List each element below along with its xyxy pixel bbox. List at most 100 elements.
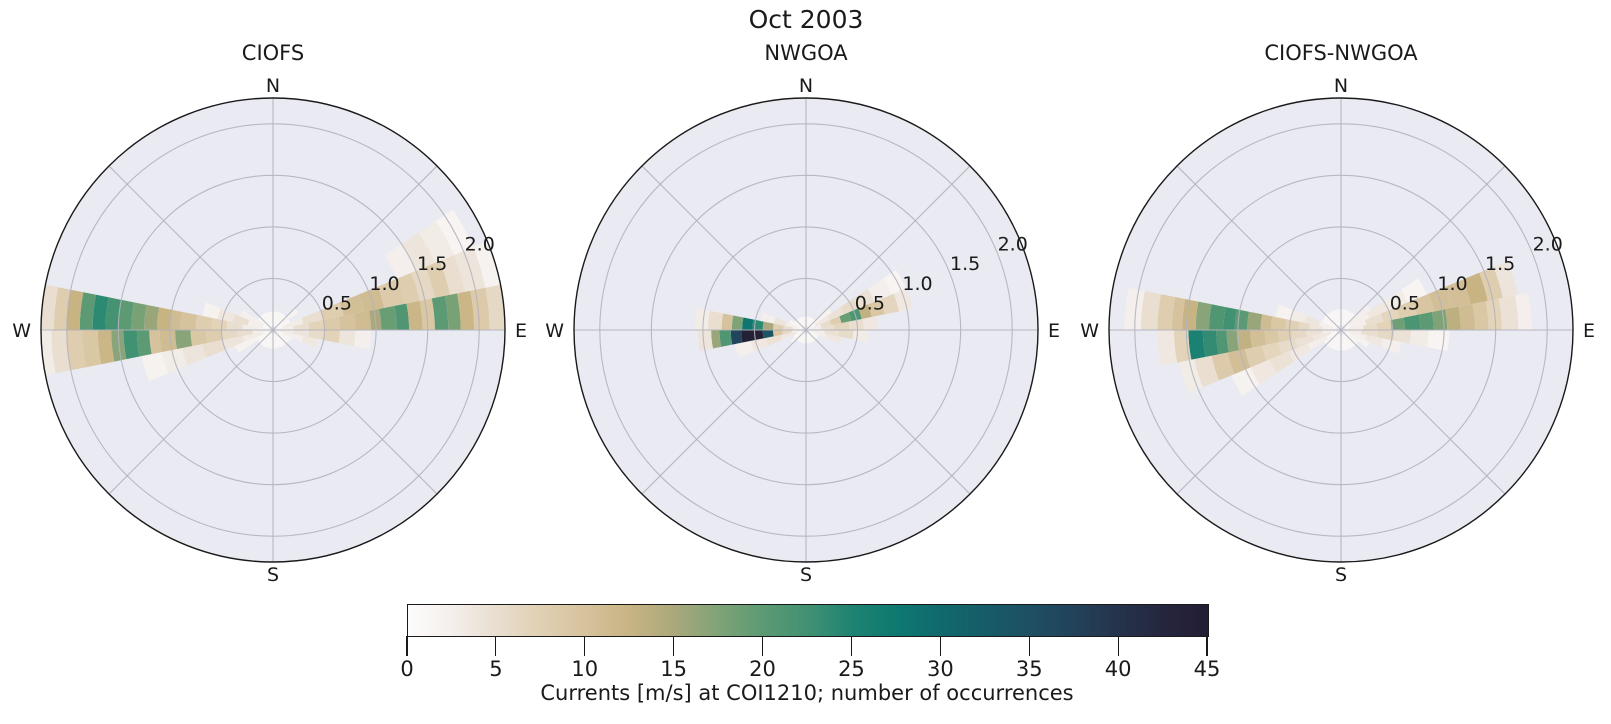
rose-segment: [211, 317, 228, 330]
rose-segment: [282, 318, 304, 328]
rose-segment: [411, 266, 435, 301]
colorbar-tick-label: 40: [1104, 657, 1132, 681]
halo-bin: [273, 334, 277, 349]
rose-segment: [51, 330, 71, 374]
rose-segment: [277, 331, 293, 342]
polar-grid-spoke: [1176, 329, 1342, 495]
halo-bin: [803, 334, 806, 344]
rose-segment: [1231, 367, 1260, 396]
rose-segment: [1211, 352, 1235, 381]
rose-segment: [1295, 335, 1315, 348]
compass-label-w: W: [1081, 320, 1099, 342]
compass-label-s: S: [800, 564, 812, 586]
rose-segment: [1226, 330, 1239, 353]
rose-segment: [257, 326, 268, 330]
rose-segment: [242, 323, 258, 330]
colorbar-tick: [673, 636, 675, 656]
halo-bin: [273, 333, 281, 349]
rose-segment: [485, 284, 505, 330]
rose-segment: [149, 330, 162, 355]
halo-bin: [1343, 333, 1356, 348]
rose-segment: [1309, 323, 1323, 330]
rose-segment: [226, 320, 243, 330]
rose-segment: [829, 316, 842, 325]
rose-segment: [867, 299, 885, 317]
rose-segment: [236, 330, 253, 338]
rose-segment: [232, 314, 250, 325]
rose-segment: [1514, 292, 1532, 330]
rose-segment: [1458, 303, 1476, 330]
halo-bin: [1333, 334, 1340, 351]
rose-segment: [1179, 359, 1203, 394]
rose-segment: [1202, 330, 1219, 357]
rose-segment: [221, 330, 238, 341]
rose-segment: [848, 318, 864, 330]
rose-segment: [278, 330, 294, 335]
radial-tick-label: 0.5: [1390, 293, 1420, 315]
rose-segment: [1216, 330, 1229, 355]
halo-bin: [262, 333, 272, 348]
rose-segment: [301, 310, 324, 324]
halo-bin: [794, 320, 804, 328]
rose-segment: [396, 272, 420, 304]
halo-bin: [1329, 334, 1340, 350]
rose-segment: [180, 311, 198, 330]
rose-segment: [782, 330, 792, 335]
rose-segment: [1432, 309, 1448, 330]
rose-segment: [1418, 311, 1434, 330]
halo-bin: [275, 332, 289, 344]
colorbar-label: Currents [m/s] at COI1210; number of occ…: [540, 681, 1074, 705]
halo-bin: [1342, 309, 1349, 326]
rose-segment: [1462, 272, 1488, 305]
rose-segment: [457, 290, 475, 330]
halo-bin: [807, 333, 814, 343]
plot-title-nwgoa: NWGOA: [764, 41, 848, 65]
rose-segment: [742, 317, 754, 330]
polar-outline: [40, 97, 506, 563]
rose-segment: [820, 320, 832, 327]
halo-bin: [1326, 312, 1339, 327]
rose-segment: [750, 338, 768, 352]
rose-segment: [1323, 334, 1336, 345]
rose-segment: [353, 330, 371, 350]
rose-segment: [762, 330, 774, 339]
rose-segment: [735, 341, 754, 358]
polar-grid-spoke: [1176, 165, 1342, 331]
rose-segment: [41, 330, 56, 376]
rose-segment: [788, 319, 801, 328]
rose-segment: [1393, 330, 1412, 344]
rose-segment: [1298, 321, 1310, 330]
rose-segment: [813, 308, 832, 325]
colorbar-tick-label: 20: [749, 657, 776, 681]
rose-segment: [202, 302, 221, 319]
rose-segment: [82, 330, 102, 368]
halo-bin: [1336, 309, 1341, 325]
halo-bin: [265, 311, 273, 327]
colorbar-tick-label: 0: [400, 657, 414, 681]
rose-segment: [811, 326, 822, 330]
rose-segment: [252, 330, 268, 335]
rose-segment: [1307, 335, 1329, 351]
rose-segment: [473, 241, 501, 288]
rose-segment: [439, 255, 466, 295]
rose-segment: [1409, 330, 1429, 348]
halo-bin: [1342, 334, 1353, 350]
rose-segment: [1288, 343, 1311, 362]
rose-segment: [1401, 278, 1427, 303]
rose-segment: [1157, 294, 1176, 330]
rose-segment: [1479, 266, 1503, 301]
rose-segment: [708, 310, 724, 330]
colorbar-tick: [1206, 636, 1208, 656]
rose-segment: [425, 260, 450, 298]
rose-segment: [773, 317, 787, 326]
rose-segment: [401, 232, 435, 271]
halo-bin: [1321, 318, 1337, 329]
halo-bin: [1341, 309, 1346, 325]
radial-tick-label: 2.0: [998, 233, 1028, 255]
rose-segment: [195, 314, 213, 330]
colorbar-tick-label: 30: [926, 657, 954, 681]
rose-segment: [1262, 342, 1282, 361]
halo-bin: [798, 333, 805, 343]
colorbar-tick: [1117, 636, 1119, 656]
